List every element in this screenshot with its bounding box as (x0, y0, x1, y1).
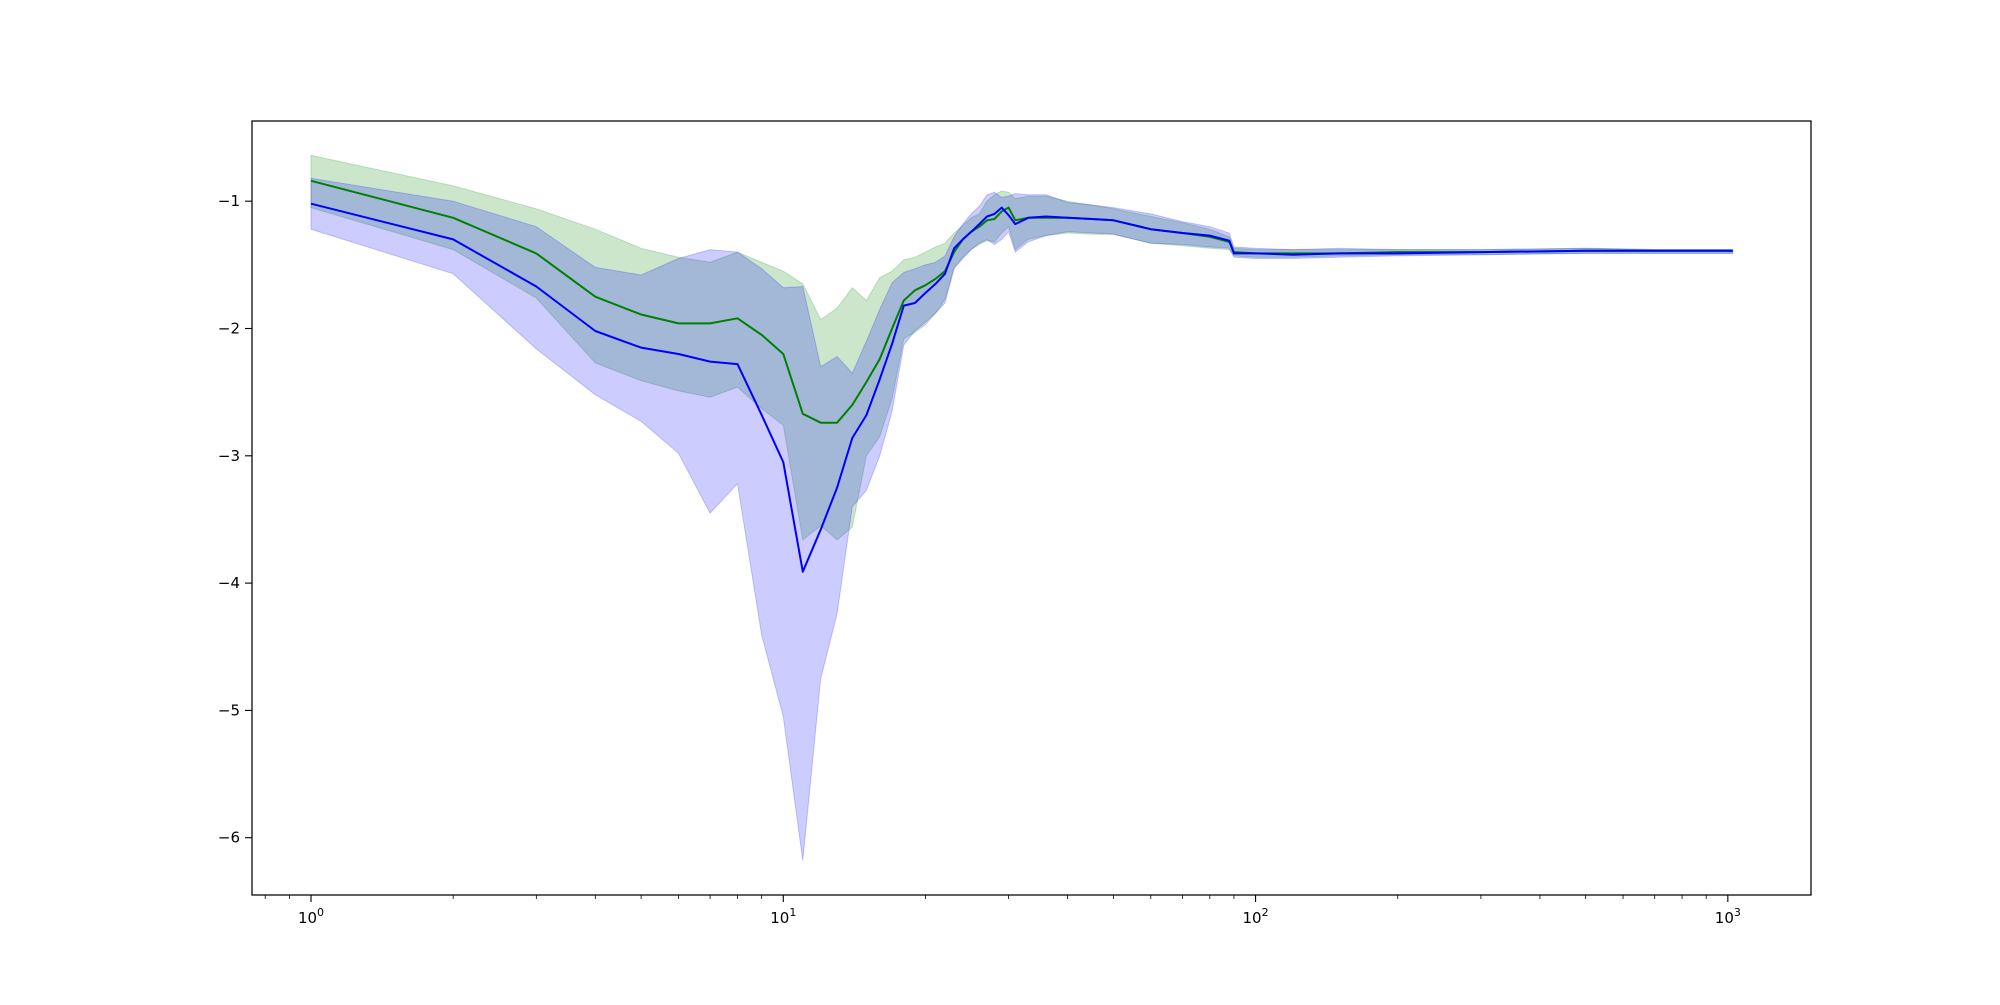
series-2-confidence-band (310, 177, 1734, 861)
x-tick-exponent: 0 (317, 906, 324, 919)
series-layer (310, 154, 1734, 861)
x-tick-exponent: 1 (789, 906, 796, 919)
y-tick-label: −4 (218, 574, 240, 592)
x-tick-base: 10 (1715, 909, 1734, 927)
x-tick-base: 10 (1243, 909, 1262, 927)
x-tick-label: 102 (1243, 906, 1269, 927)
x-tick-label: 103 (1715, 906, 1741, 927)
series-2-mean-line (310, 202, 1733, 573)
x-tick-label: 101 (770, 906, 796, 927)
x-tick-base: 10 (298, 909, 317, 927)
series-1-confidence-band (310, 154, 1734, 541)
x-tick-exponent: 2 (1262, 906, 1269, 919)
x-tick-base: 10 (770, 909, 789, 927)
y-tick-label: −3 (218, 447, 240, 465)
y-tick-label: −5 (218, 701, 240, 719)
y-tick-label: −1 (218, 192, 240, 210)
axes-layer: 100 101 102 103−1−2−3−4−5−6 (218, 120, 1812, 927)
y-tick-label: −2 (218, 320, 240, 338)
x-tick-exponent: 3 (1734, 906, 1741, 919)
plot-area-frame (251, 120, 1812, 896)
x-tick-label: 100 (298, 906, 324, 927)
y-tick-label: −6 (218, 829, 240, 847)
